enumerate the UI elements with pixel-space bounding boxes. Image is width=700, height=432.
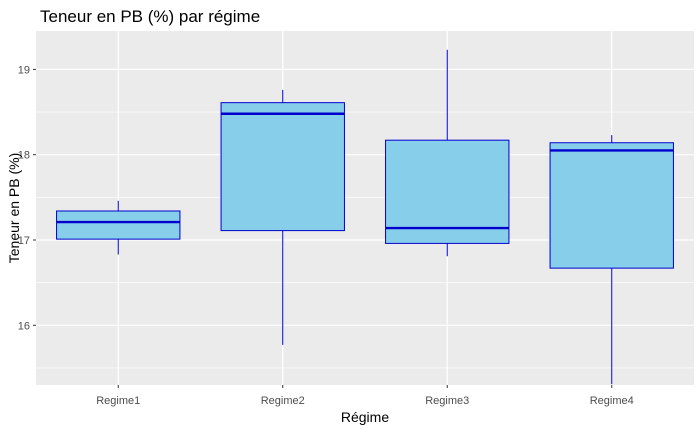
y-axis: 16 17 18 19 (18, 64, 36, 332)
box-iqr (385, 139, 510, 244)
x-axis-title: Régime (341, 409, 389, 425)
y-tick-label: 18 (18, 150, 30, 162)
x-tick-label: Regime1 (96, 395, 140, 407)
box-iqr (220, 102, 345, 232)
y-tick-label: 17 (18, 235, 30, 247)
box-iqr (56, 210, 181, 240)
box-regime3 (385, 49, 510, 257)
box-regime2 (220, 89, 345, 345)
box-iqr (549, 142, 674, 269)
x-tick-label: Regime4 (590, 395, 634, 407)
box-regime1 (56, 200, 181, 255)
x-tick-label: Regime2 (261, 395, 305, 407)
chart-title: Teneur en PB (%) par régime (40, 7, 260, 26)
y-tick-label: 16 (18, 320, 30, 332)
y-tick-label: 19 (18, 64, 30, 76)
x-tick-label: Regime3 (425, 395, 469, 407)
box-regime4 (549, 135, 674, 385)
y-axis-title: Teneur en PB (%) (6, 153, 22, 264)
boxes-layer (56, 49, 674, 385)
x-axis: Regime1 Regime2 Regime3 Regime4 (96, 385, 634, 407)
